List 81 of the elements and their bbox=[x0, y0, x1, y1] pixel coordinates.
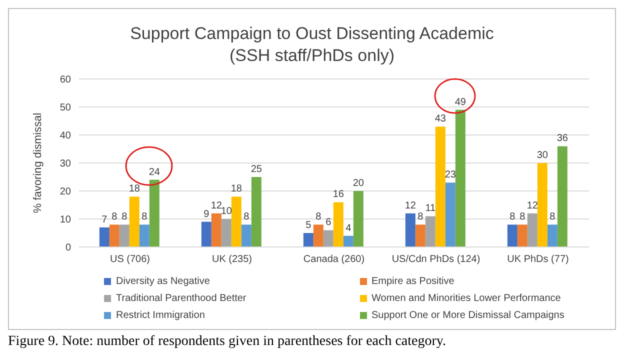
data-label: 43 bbox=[434, 114, 446, 125]
data-label: 30 bbox=[536, 150, 548, 161]
x-tick-label: Canada (260) bbox=[303, 254, 365, 266]
bar bbox=[211, 213, 222, 247]
legend-label: Women and Minorities Lower Performance bbox=[372, 293, 561, 304]
bar bbox=[109, 224, 120, 247]
bar bbox=[333, 202, 344, 247]
caption: Figure 9. Note: number of respondents given in parentheses for each category. bbox=[8, 334, 448, 350]
bar bbox=[139, 224, 150, 247]
data-label: 11 bbox=[425, 203, 436, 214]
data-label: 8 bbox=[510, 212, 516, 223]
bar bbox=[313, 224, 324, 247]
data-label: 49 bbox=[454, 96, 466, 108]
data-label: 7 bbox=[102, 214, 108, 226]
data-label: 16 bbox=[332, 189, 344, 200]
data-label: 18 bbox=[230, 184, 242, 195]
y-tick-label: 50 bbox=[60, 102, 72, 114]
bar bbox=[241, 224, 252, 247]
bar bbox=[149, 180, 160, 247]
bar bbox=[435, 126, 446, 247]
data-label: 12 bbox=[210, 200, 222, 212]
y-tick-label: 10 bbox=[60, 214, 72, 226]
data-label: 9 bbox=[204, 208, 210, 220]
y-tick-label: 60 bbox=[60, 74, 72, 86]
bar bbox=[557, 146, 568, 247]
legend-label: Restrict Immigration bbox=[116, 310, 205, 321]
bar bbox=[303, 233, 314, 247]
data-label: 8 bbox=[316, 212, 322, 223]
data-label: 12 bbox=[404, 200, 416, 212]
data-label: 8 bbox=[418, 212, 424, 223]
data-label: 5 bbox=[306, 220, 312, 231]
y-tick-label: 20 bbox=[60, 186, 72, 198]
x-tick-label: US/Cdn PhDs (124) bbox=[392, 254, 480, 266]
data-label: 8 bbox=[244, 212, 250, 223]
data-label: 20 bbox=[352, 178, 364, 189]
bar bbox=[343, 236, 354, 247]
legend-label: Traditional Parenthood Better bbox=[116, 293, 246, 304]
data-label: 25 bbox=[250, 164, 262, 175]
legend-label: Empire as Positive bbox=[372, 276, 454, 287]
y-tick-label: 40 bbox=[60, 130, 72, 142]
bar bbox=[527, 213, 538, 247]
bar bbox=[231, 196, 242, 247]
data-label: 36 bbox=[556, 133, 568, 144]
bar bbox=[353, 191, 364, 247]
data-label: 8 bbox=[550, 212, 556, 223]
data-label: 8 bbox=[112, 212, 118, 223]
data-label: 24 bbox=[148, 166, 160, 178]
x-tick-label: UK PhDs (77) bbox=[507, 254, 569, 266]
bar bbox=[415, 224, 426, 247]
data-label: 8 bbox=[122, 212, 128, 223]
bar bbox=[119, 224, 130, 247]
data-label: 12 bbox=[526, 200, 538, 212]
y-axis-title: % favoring dismissal bbox=[32, 112, 44, 214]
bar bbox=[507, 224, 518, 247]
bar bbox=[547, 224, 558, 247]
bar bbox=[445, 182, 456, 247]
data-label: 6 bbox=[326, 217, 332, 228]
bar bbox=[537, 163, 548, 247]
legend-label: Support One or More Dismissal Campaigns bbox=[372, 310, 564, 321]
y-tick-label: 0 bbox=[65, 242, 72, 254]
bar bbox=[425, 216, 436, 247]
bar bbox=[405, 213, 416, 247]
bar bbox=[455, 110, 466, 247]
bar bbox=[201, 222, 212, 247]
data-label: 10 bbox=[220, 206, 232, 217]
bar bbox=[251, 177, 262, 247]
x-tick-label: US (706) bbox=[110, 254, 150, 266]
bar bbox=[129, 196, 140, 247]
bar bbox=[221, 219, 232, 247]
x-tick-label: UK (235) bbox=[212, 254, 252, 266]
chart-subtitle: (SSH staff/PhDs only) bbox=[228, 45, 396, 67]
y-tick-label: 30 bbox=[60, 158, 72, 170]
data-label: 8 bbox=[520, 212, 526, 223]
legend-label: Diversity as Negative bbox=[116, 276, 210, 287]
data-label: 18 bbox=[128, 184, 140, 195]
data-label: 4 bbox=[346, 222, 352, 234]
data-label: 8 bbox=[142, 212, 148, 223]
bar bbox=[99, 227, 110, 247]
chart-title: Support Campaign to Oust Dissenting Academic bbox=[129, 23, 495, 45]
bar bbox=[323, 230, 334, 247]
bar bbox=[517, 224, 528, 247]
